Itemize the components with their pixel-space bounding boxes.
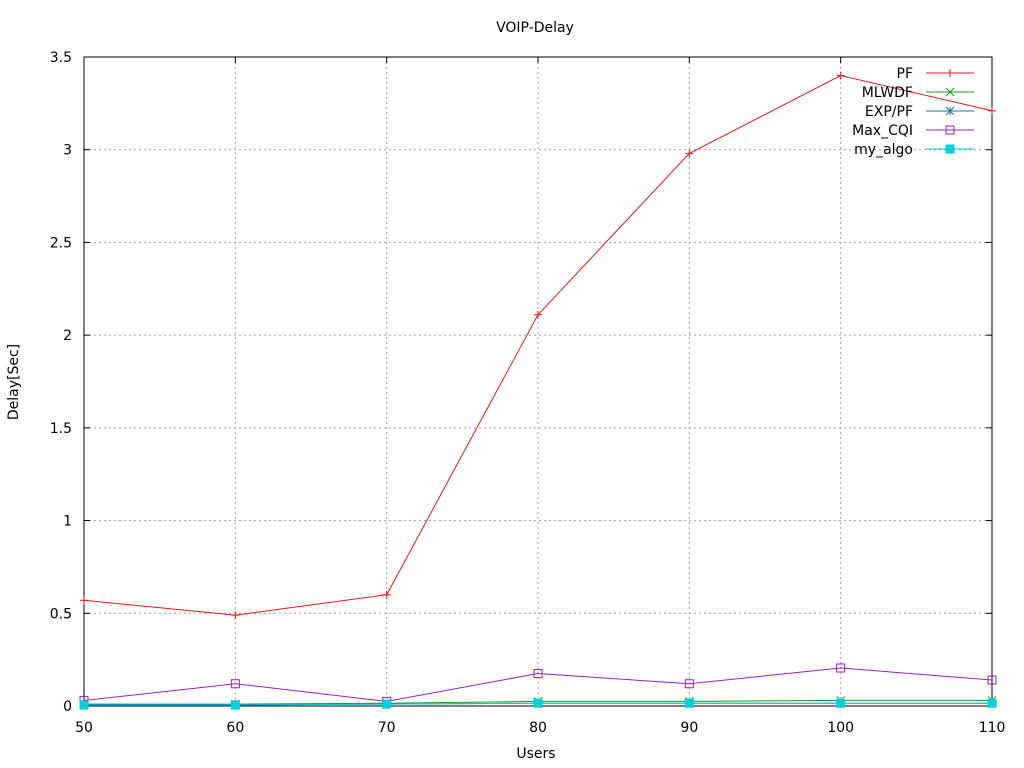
data-point <box>987 698 997 708</box>
legend-label: EXP/PF <box>865 104 913 120</box>
x-tick-label: 110 <box>979 720 1006 736</box>
y-tick-label: 2 <box>63 328 72 344</box>
x-axis-label: Users <box>516 746 555 762</box>
y-tick-label: 1.5 <box>50 421 72 437</box>
data-point <box>80 596 88 605</box>
data-point <box>382 699 392 709</box>
x-tick-label: 90 <box>680 720 698 736</box>
legend-label: Max_CQI <box>852 123 913 139</box>
series-layer <box>79 71 997 710</box>
y-tick-label: 3.5 <box>50 50 72 66</box>
legend-entry: EXP/PF <box>865 104 974 120</box>
y-tick-label: 1 <box>63 514 72 530</box>
legend-marker <box>945 144 955 154</box>
legend-marker <box>945 106 955 116</box>
axes: 0 0.5 1 1.5 2 2.5 3 3.5 50 60 70 80 90 100 110 <box>50 50 1006 736</box>
data-point <box>684 679 694 689</box>
data-point <box>684 698 694 708</box>
y-axis-label: Delay[Sec] <box>6 344 22 420</box>
data-point <box>534 310 542 319</box>
data-point <box>533 698 543 708</box>
x-tick-label: 70 <box>378 720 396 736</box>
data-point <box>231 611 240 620</box>
data-point <box>836 698 846 708</box>
data-point <box>988 106 996 115</box>
series-my-algo <box>79 698 997 710</box>
y-tick-label: 3 <box>63 143 72 159</box>
data-point <box>987 675 997 685</box>
legend-entry: Max_CQI <box>852 123 974 139</box>
legend-marker <box>945 125 955 135</box>
legend-entry: my_algo <box>854 142 974 158</box>
legend-label: PF <box>897 66 914 82</box>
data-point <box>836 663 846 673</box>
legend-marker <box>945 87 955 97</box>
data-point <box>79 700 89 710</box>
data-point <box>685 149 694 158</box>
series-pf <box>80 71 996 620</box>
x-tick-label: 60 <box>226 720 244 736</box>
legend-marker <box>946 69 954 77</box>
data-point <box>230 679 240 689</box>
legend-entry: PF <box>897 66 974 82</box>
x-tick-label: 80 <box>529 720 547 736</box>
series-line <box>83 667 993 702</box>
y-tick-label: 0.5 <box>50 606 72 622</box>
y-tick-label: 2.5 <box>50 235 72 251</box>
legend-label: MLWDF <box>862 85 913 101</box>
legend: PF MLWDF EXP/PF Max_CQI my_algo <box>852 66 974 158</box>
x-tick-label: 50 <box>75 720 93 736</box>
chart-title: VOIP-Delay <box>496 20 574 36</box>
data-point <box>230 700 240 710</box>
data-point <box>382 590 391 599</box>
data-point <box>533 669 543 679</box>
x-tick-label: 100 <box>827 720 854 736</box>
data-point <box>836 71 845 80</box>
legend-label: my_algo <box>854 142 913 158</box>
legend-entry: MLWDF <box>862 85 974 101</box>
y-tick-label: 0 <box>63 699 72 715</box>
